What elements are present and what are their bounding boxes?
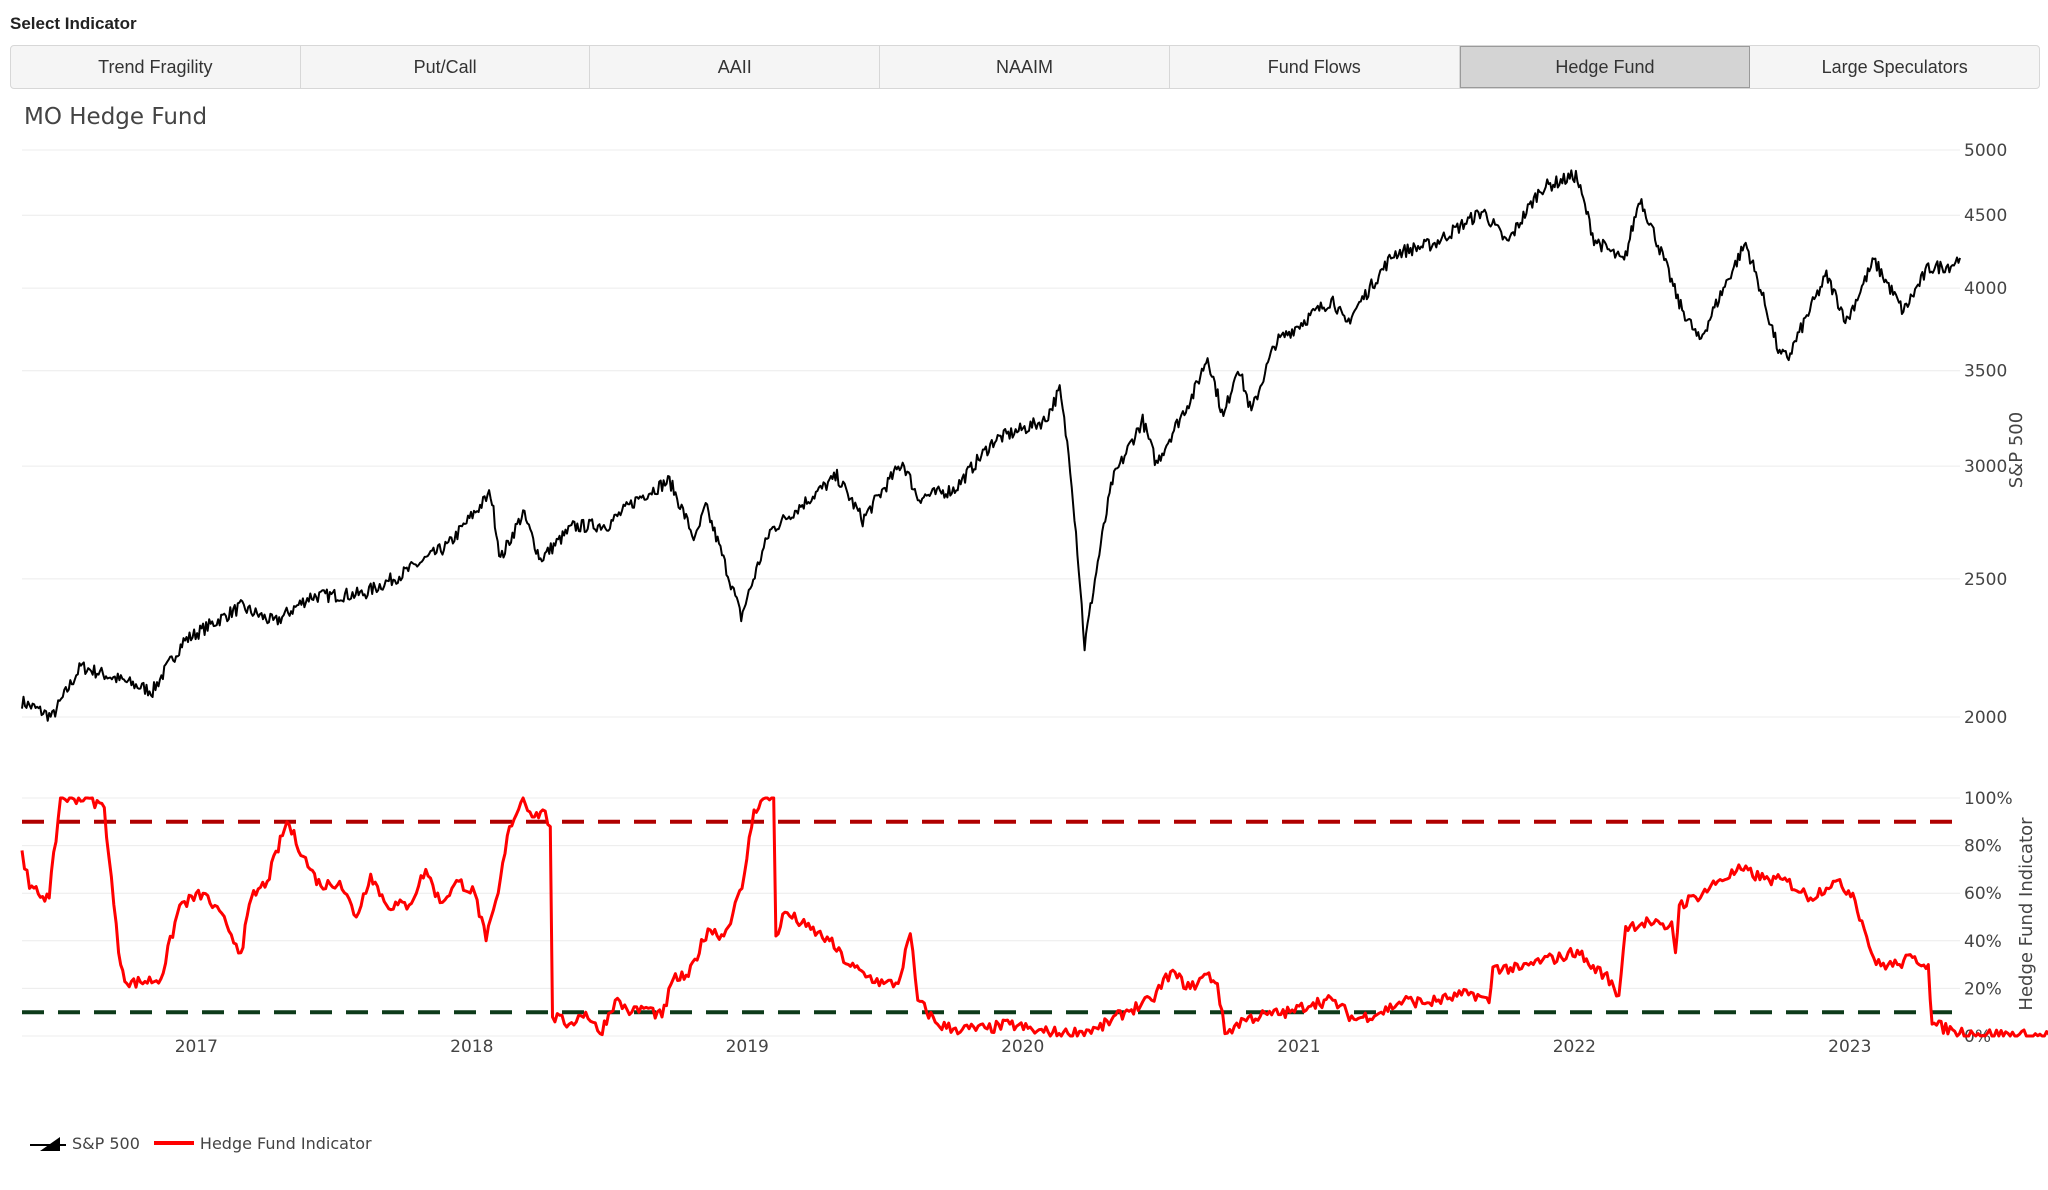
bottom-y-tick-label: 20% [1964, 979, 2002, 999]
legend-item-hedge-fund[interactable]: Hedge Fund Indicator [153, 1133, 372, 1153]
top-y-tick-label: 4500 [1964, 206, 2007, 226]
x-tick-label: 2020 [1001, 1037, 1044, 1057]
indicator-tabbar: Trend Fragility Put/Call AAII NAAIM Fund… [10, 45, 2040, 89]
tab-aaii[interactable]: AAII [590, 46, 881, 88]
x-tick-label: 2018 [450, 1037, 493, 1057]
bottom-y-tick-label: 60% [1964, 884, 2002, 904]
tab-large-speculators[interactable]: Large Speculators [1821, 56, 1968, 77]
legend-label-sp500: S&P 500 [72, 1133, 140, 1153]
tab-fund-flows[interactable]: Fund Flows [1170, 46, 1460, 88]
legend-label-hedge-fund: Hedge Fund Indicator [199, 1133, 372, 1153]
bottom-y-axis-title: Hedge Fund Indicator [2016, 817, 2037, 1011]
legend-swatch-hedge-fund [153, 1141, 194, 1145]
x-tick-label: 2022 [1553, 1037, 1596, 1057]
select-indicator-label: Select Indicator [10, 14, 137, 33]
x-tick-label: 2023 [1828, 1037, 1871, 1057]
legend-item-sp500[interactable]: S&P 500 [30, 1133, 140, 1153]
bottom-y-tick-label: 40% [1964, 932, 2002, 952]
tab-put-call[interactable]: Put/Call [301, 46, 591, 88]
top-y-tick-label: 3500 [1964, 362, 2007, 382]
tab-naaim[interactable]: NAAIM [880, 46, 1170, 88]
sp500-line [21, 169, 1961, 722]
top-y-tick-label: 2000 [1964, 708, 2007, 728]
hedge-fund-indicator-line [20, 796, 2048, 1038]
top-y-tick-label: 2500 [1964, 570, 2007, 590]
bottom-y-tick-label: 100% [1964, 789, 2013, 809]
chart-title: MO Hedge Fund [24, 104, 208, 130]
tab-trend-fragility[interactable]: Trend Fragility [11, 46, 301, 88]
top-y-tick-label: 5000 [1964, 141, 2007, 161]
top-y-axis-title: S&P 500 [2006, 412, 2027, 488]
tab-hedge-fund[interactable]: Hedge Fund [1459, 46, 1751, 88]
x-tick-label: 2021 [1277, 1037, 1320, 1057]
x-tick-label: 2017 [175, 1037, 218, 1057]
bottom-y-tick-label: 80% [1964, 837, 2002, 857]
x-tick-label: 2019 [726, 1037, 769, 1057]
top-y-tick-label: 3000 [1964, 457, 2007, 477]
legend-swatch-sp500 [30, 1137, 66, 1151]
hedge-fund-chart: 20002500300035004000450050000%20%40%60%8… [20, 141, 2048, 1057]
top-y-tick-label: 4000 [1964, 279, 2007, 299]
chart-legend: S&P 500 Hedge Fund Indicator [30, 1133, 386, 1153]
